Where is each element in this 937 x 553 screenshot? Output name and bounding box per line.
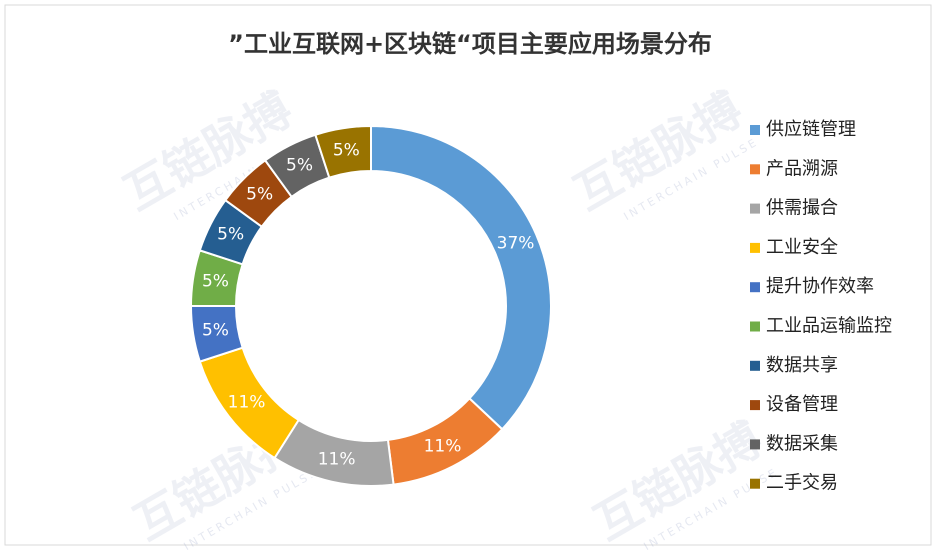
chart-frame [4,4,932,546]
legend-text: 数据采集 [766,433,838,454]
legend-text: 产品溯源 [766,158,838,179]
legend-text: 数据共享 [766,355,838,376]
legend-swatch [750,282,760,293]
value-label: 11% [228,393,266,413]
legend-text: 设备管理 [766,394,838,415]
legend-text: 工业品运输监控 [766,316,892,337]
value-label: 5% [217,224,244,244]
value-label: 5% [286,156,313,176]
value-label: 5% [202,271,229,291]
value-label: 5% [246,185,273,205]
legend-text: 提升协作效率 [766,276,874,297]
legend-text: 供应链管理 [766,119,856,140]
legend-text: 工业安全 [766,237,838,258]
legend-text: 供需撮合 [766,198,838,219]
legend-swatch [750,242,760,253]
legend-text: 二手交易 [766,473,838,494]
legend-swatch [750,125,760,135]
value-label: 37% [497,233,535,253]
value-label: 5% [333,140,360,160]
legend-swatch [750,478,760,489]
chart-title: ”工业互联网+区块链“项目主要应用场景分布 [228,30,712,58]
legend-swatch [750,360,760,371]
value-label: 11% [318,450,356,470]
donut-slice [370,124,552,431]
donut-slice [314,124,372,179]
value-label: 11% [424,436,462,456]
legend-swatch [750,321,760,332]
legend-swatch [750,164,760,175]
legend-swatch [750,203,760,214]
legend-swatch [750,439,760,450]
value-label: 5% [202,321,229,341]
legend-swatch [750,400,760,411]
